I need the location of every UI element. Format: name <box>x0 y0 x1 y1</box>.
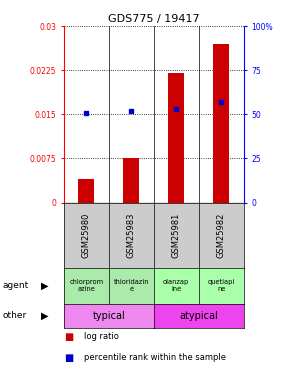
Bar <box>213 44 229 203</box>
Text: log ratio: log ratio <box>84 332 119 341</box>
Text: agent: agent <box>3 281 29 290</box>
Bar <box>123 158 139 203</box>
Text: GSM25983: GSM25983 <box>127 213 136 258</box>
Text: thioridazin
e: thioridazin e <box>113 279 149 292</box>
Text: GSM25982: GSM25982 <box>217 213 226 258</box>
Text: olanzap
ine: olanzap ine <box>163 279 189 292</box>
Title: GDS775 / 19417: GDS775 / 19417 <box>108 14 200 24</box>
Text: percentile rank within the sample: percentile rank within the sample <box>84 352 226 362</box>
Bar <box>168 73 184 202</box>
Text: ▶: ▶ <box>41 311 49 321</box>
Text: ▶: ▶ <box>41 281 49 291</box>
Text: ■: ■ <box>64 332 73 342</box>
Text: typical: typical <box>93 311 125 321</box>
Text: GSM25981: GSM25981 <box>172 213 181 258</box>
Text: chlorprom
azine: chlorprom azine <box>69 279 103 292</box>
Text: ■: ■ <box>64 352 73 363</box>
Text: GSM25980: GSM25980 <box>82 213 91 258</box>
Text: quetiapi
ne: quetiapi ne <box>208 279 235 292</box>
Bar <box>78 179 94 203</box>
Text: other: other <box>3 311 27 320</box>
Text: atypical: atypical <box>179 311 218 321</box>
